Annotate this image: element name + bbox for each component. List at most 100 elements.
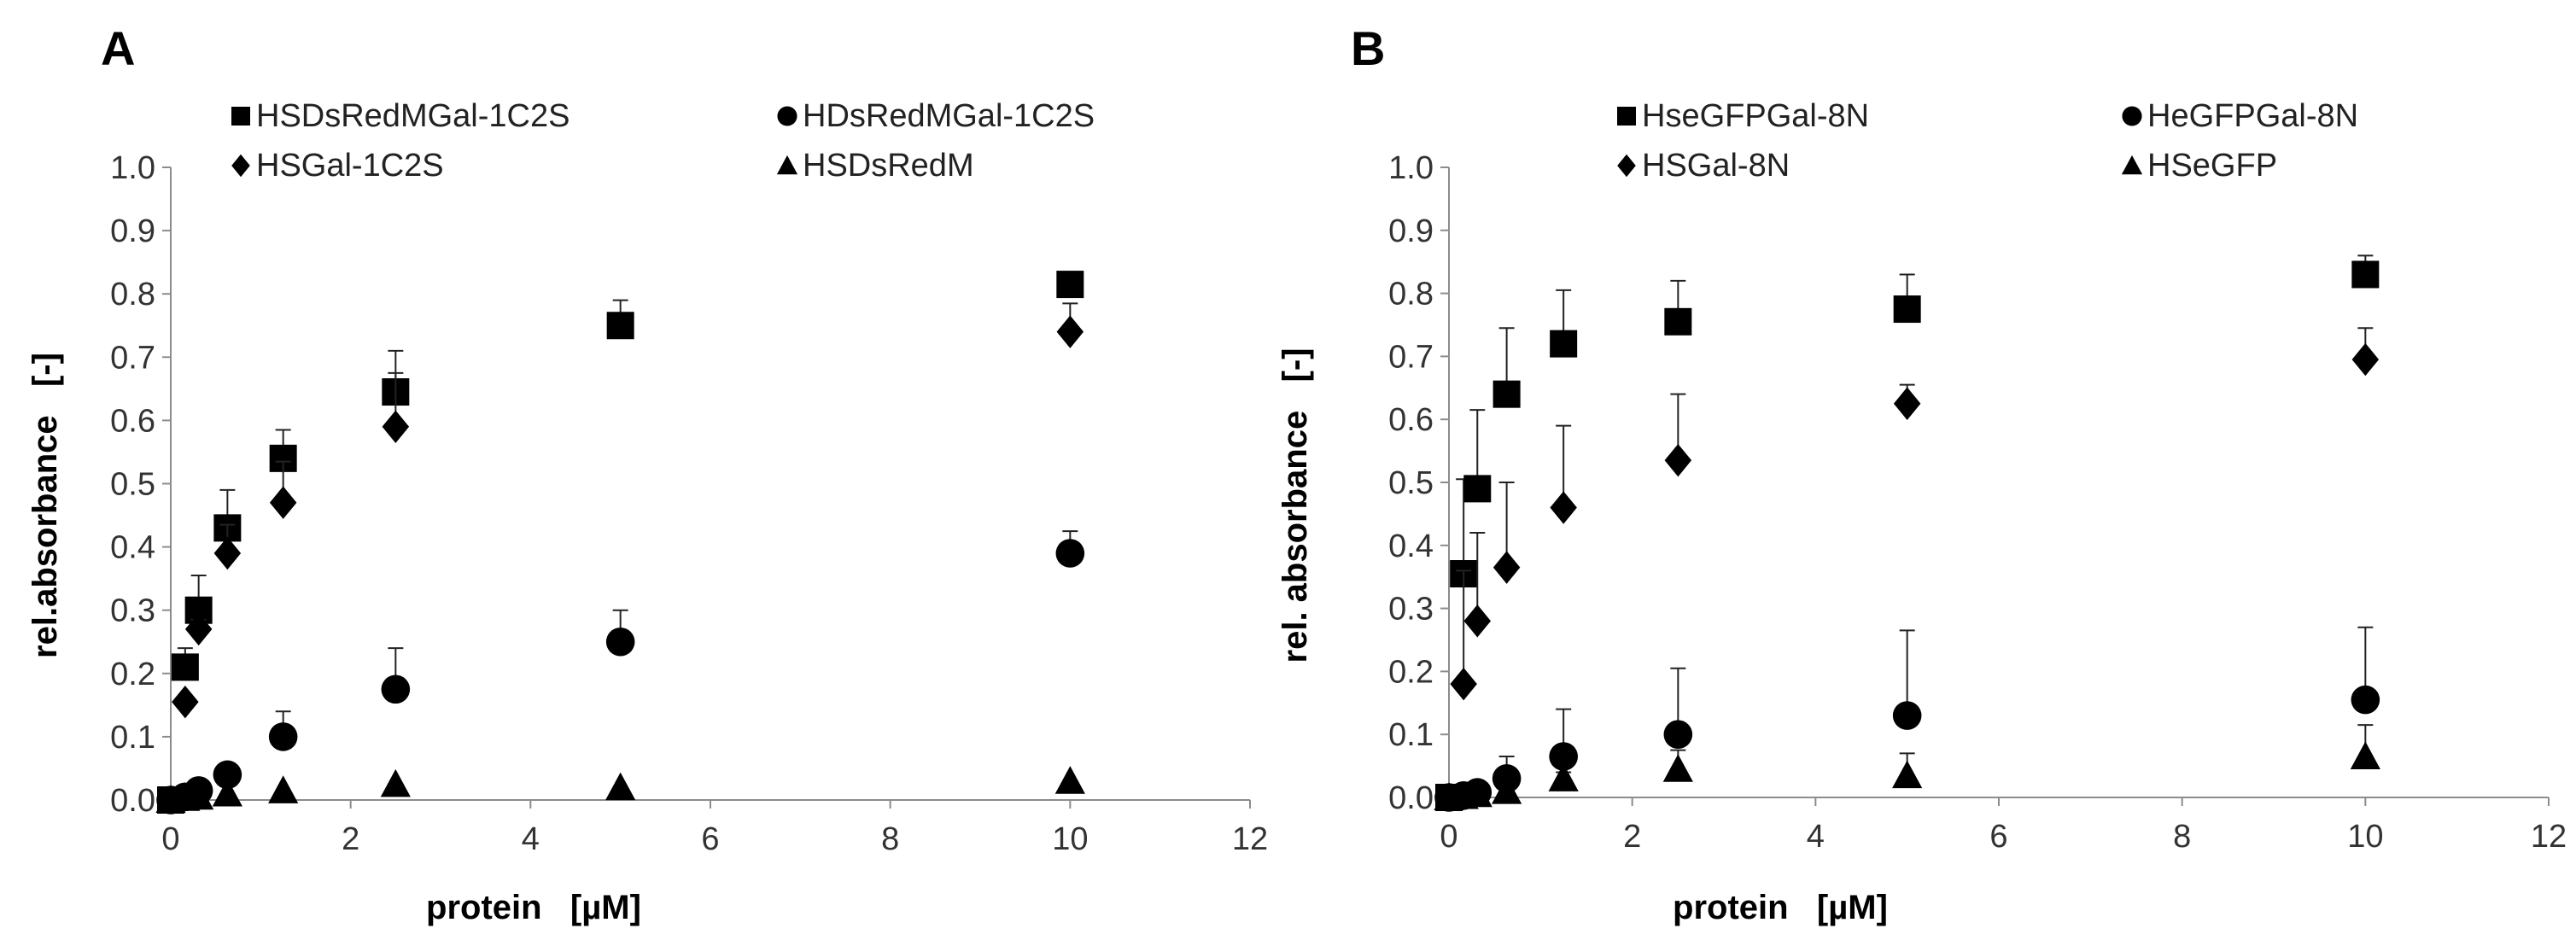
legend-label-hdsredmgal-1c2s: HDsRedMGal-1C2S <box>803 98 1095 134</box>
point-hegfpgal-8n <box>1663 720 1693 749</box>
y-tick-label-b: 0.6 <box>1388 402 1434 438</box>
y-tick-label-b: 0.8 <box>1388 277 1434 312</box>
y-tick-label-a: 0.4 <box>110 530 155 566</box>
x-tick-label-b: 0 <box>1440 819 1457 855</box>
point-hsgal-1c2s <box>382 410 410 444</box>
y-tick-label-b: 0.1 <box>1388 717 1434 753</box>
y-tick-label-a: 0.7 <box>110 340 155 376</box>
point-hsdsredmgal-1c2s <box>171 653 199 681</box>
axes-a: 0.0 0.1 0.2 0.3 0.4 0.5 0.6 0.7 0.8 0.9 1.0 0 2 4 6 8 10… <box>110 150 1268 857</box>
x-tick-label-a: 10 <box>1052 821 1088 857</box>
point-hsdsredmgal-1c2s <box>606 312 634 340</box>
point-hsegfpgal-8n <box>1463 475 1492 503</box>
point-hsgal-8n <box>1492 551 1521 584</box>
point-hdsredmgal-1c2s <box>1055 539 1085 568</box>
legend-marker-hsgal-8n <box>1617 154 1636 178</box>
legend-marker-hegfpgal-8n <box>2122 106 2142 126</box>
point-hdsredmgal-1c2s <box>268 722 298 751</box>
y-tick-label-a: 0.8 <box>110 277 155 312</box>
y-tick-label-a: 0.0 <box>110 783 155 819</box>
y-axis-label-b: rel. absorbance [-] <box>1276 348 1314 663</box>
point-hsgal-1c2s <box>269 486 297 519</box>
y-axis-label-a: rel.absorbance [-] <box>26 353 64 658</box>
legend-marker-hsgal-1c2s <box>231 154 250 178</box>
y-tick-label-b: 0.2 <box>1388 654 1434 690</box>
point-hsegfp <box>1462 779 1492 808</box>
point-hegfpgal-8n <box>1549 742 1578 771</box>
marks-b <box>1434 254 2380 812</box>
point-hsegfp <box>1892 760 1923 789</box>
point-hegfpgal-8n <box>2351 685 2380 715</box>
y-tick-label-a: 0.2 <box>110 657 155 692</box>
y-tick-label-b: 0.4 <box>1388 528 1434 564</box>
point-hsegfpgal-8n <box>2351 260 2380 289</box>
legend-marker-hsegfp <box>2121 155 2143 175</box>
y-tick-label-b: 0.3 <box>1388 592 1434 628</box>
x-tick-label-b: 10 <box>2347 819 2383 855</box>
point-hsegfp <box>2350 741 2380 769</box>
x-axis-label-a: protein [µM] <box>426 889 641 926</box>
legend-label-hsegfpgal-8n: HseGFPGal-8N <box>1642 98 1869 134</box>
legend-marker-hsdsredm <box>776 155 798 175</box>
x-tick-label-a: 4 <box>522 821 540 857</box>
point-hsgal-1c2s <box>172 685 199 719</box>
legend-a: HSDsRedMGal-1C2S HDsRedMGal-1C2S HSGal-1C2… <box>231 98 1095 184</box>
point-hsdsredm <box>212 778 242 807</box>
point-hsdsredmgal-1c2s <box>1056 271 1084 299</box>
point-hsegfpgal-8n <box>1550 330 1578 358</box>
point-hsegfpgal-8n <box>1664 307 1692 336</box>
y-tick-label-b: 0.9 <box>1388 213 1434 249</box>
marks-a <box>155 271 1085 815</box>
y-tick-label-b: 0.0 <box>1388 780 1434 816</box>
y-tick-label-a: 1.0 <box>110 150 155 186</box>
x-tick-label-b: 2 <box>1623 819 1641 855</box>
x-tick-label-b: 12 <box>2531 819 2567 855</box>
y-tick-label-b: 0.7 <box>1388 339 1434 375</box>
y-tick-label-a: 0.6 <box>110 403 155 439</box>
x-tick-label-a: 6 <box>701 821 719 857</box>
legend-label-hsgal-1c2s: HSGal-1C2S <box>256 148 444 184</box>
point-hsegfp <box>1662 754 1693 782</box>
y-tick-label-a: 0.5 <box>110 467 155 503</box>
point-hsegfpgal-8n <box>1893 295 1921 324</box>
point-hsdsredm <box>605 772 636 801</box>
x-tick-label-a: 12 <box>1232 821 1268 857</box>
point-hsgal-8n <box>1450 667 1477 701</box>
y-tick-label-b: 0.5 <box>1388 465 1434 501</box>
legend-marker-hsegfpgal-8n <box>1617 107 1636 126</box>
point-hdsredmgal-1c2s <box>381 674 411 704</box>
y-tick-label-a: 0.9 <box>110 213 155 249</box>
axes-b: 0.0 0.1 0.2 0.3 0.4 0.5 0.6 0.7 0.8 0.9 1.0 0 2 4 6 8 10… <box>1388 150 2567 855</box>
point-hsgal-1c2s <box>184 612 213 646</box>
x-tick-label-a: 2 <box>342 821 359 857</box>
x-tick-label-b: 4 <box>1807 819 1825 855</box>
point-hegfpgal-8n <box>1892 701 1922 730</box>
point-hsgal-8n <box>1664 443 1692 477</box>
point-hsdsredm <box>1054 766 1085 794</box>
point-hsegfpgal-8n <box>1492 380 1521 408</box>
legend-label-hsdsredmgal-1c2s: HSDsRedMGal-1C2S <box>256 98 570 134</box>
panel-b: B protein [µM] rel. absorbance [-] HseGF… <box>1276 21 2567 926</box>
x-axis-label-b: protein [µM] <box>1673 889 1888 926</box>
legend-b: HseGFPGal-8N HeGFPGal-8N HSGal-8N HSeGFP <box>1617 98 2358 184</box>
panel-letter-a: A <box>101 21 135 75</box>
y-tick-label-b: 1.0 <box>1388 150 1434 186</box>
point-hdsredmgal-1c2s <box>213 760 242 790</box>
legend-marker-hsdsredmgal-1c2s <box>231 107 250 126</box>
point-hsgal-8n <box>2351 342 2380 377</box>
legend-label-hegfpgal-8n: HeGFPGal-8N <box>2147 98 2358 134</box>
point-hsdsredm <box>268 775 299 803</box>
legend-label-hsegfp: HSeGFP <box>2147 148 2277 184</box>
point-hsegfp <box>1492 776 1522 804</box>
point-hsgal-1c2s <box>1056 315 1084 348</box>
point-hsgal-8n <box>1463 604 1492 638</box>
point-hdsredmgal-1c2s <box>605 627 635 657</box>
point-hsgal-8n <box>1893 387 1921 420</box>
legend-label-hsdsredm: HSDsRedM <box>803 148 974 184</box>
y-tick-label-a: 0.1 <box>110 720 155 756</box>
y-tick-label-a: 0.3 <box>110 593 155 629</box>
panel-letter-b: B <box>1351 21 1385 75</box>
x-tick-label-a: 0 <box>161 821 179 857</box>
point-hsegfp <box>1548 763 1579 791</box>
